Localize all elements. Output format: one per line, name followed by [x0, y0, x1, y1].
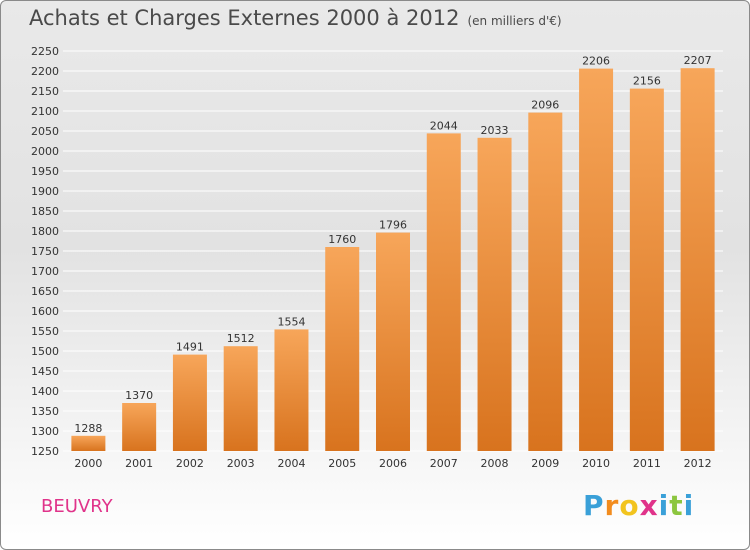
bar-2010: [579, 68, 614, 451]
x-tick-label: 2003: [227, 457, 255, 470]
logo-letter: i: [658, 489, 670, 522]
y-tick-label: 2250: [31, 45, 59, 58]
bar-2000: [71, 435, 106, 451]
bars: [71, 68, 715, 452]
y-axis-ticks: 1250 1300 1350 1400 1450 1500 1550 1600 1650 1700…: [31, 45, 59, 458]
x-tick-label: 2011: [633, 457, 661, 470]
y-tick-label: 2000: [31, 145, 59, 158]
logo-letter: i: [683, 489, 695, 522]
y-tick-label: 1400: [31, 385, 59, 398]
y-tick-label: 1850: [31, 205, 59, 218]
logo-letter: x: [639, 489, 659, 522]
y-tick-label: 1900: [31, 185, 59, 198]
logo-letter: r: [604, 489, 620, 522]
data-label-2009: 2096: [531, 99, 559, 112]
y-tick-label: 1500: [31, 345, 59, 358]
logo-letter: P: [583, 489, 605, 522]
x-axis-ticks: 2000 2001 2002 2003 2004 2005 2006 2007 2008 2009…: [74, 457, 711, 470]
data-label-2002: 1491: [176, 341, 204, 354]
city-name: BEUVRY: [41, 496, 113, 517]
y-tick-label: 1800: [31, 225, 59, 238]
data-label-2006: 1796: [379, 219, 407, 232]
bar-2007: [426, 133, 461, 451]
y-tick-label: 1600: [31, 305, 59, 318]
chart-title-text: Achats et Charges Externes 2000 à 2012: [29, 6, 460, 30]
bar-2005: [325, 247, 360, 451]
data-label-2010: 2206: [582, 55, 610, 68]
y-tick-label: 1700: [31, 265, 59, 278]
x-tick-label: 2008: [481, 457, 509, 470]
data-label-2007: 2044: [430, 119, 458, 132]
data-label-2005: 1760: [328, 233, 356, 246]
y-tick-label: 1350: [31, 405, 59, 418]
chart-title: Achats et Charges Externes 2000 à 2012 (e…: [29, 6, 562, 30]
data-label-2001: 1370: [125, 389, 153, 402]
x-tick-label: 2004: [277, 457, 305, 470]
bar-2006: [376, 232, 410, 451]
data-label-2008: 2033: [481, 124, 509, 137]
logo-letter: t: [669, 489, 684, 522]
data-label-2004: 1554: [277, 315, 305, 328]
y-tick-label: 2100: [31, 105, 59, 118]
bar-2003: [223, 346, 258, 451]
y-tick-label: 2200: [31, 65, 59, 78]
bar-2008: [477, 137, 512, 452]
data-label-2003: 1512: [227, 332, 255, 345]
bar-2001: [122, 403, 157, 451]
y-tick-label: 2150: [31, 85, 59, 98]
y-tick-label: 1650: [31, 285, 59, 298]
data-labels: 1288 1370 1491 1512 1554 1760 1796 2044 2033 2096…: [74, 54, 711, 435]
y-tick-label: 1450: [31, 365, 59, 378]
y-tick-label: 1750: [31, 245, 59, 258]
x-tick-label: 2005: [328, 457, 356, 470]
x-tick-label: 2007: [430, 457, 458, 470]
chart-subtitle: (en milliers d'€): [467, 14, 562, 28]
bar-2012: [680, 68, 715, 451]
y-tick-label: 1550: [31, 325, 59, 338]
bar-2009: [528, 112, 563, 451]
y-tick-label: 1950: [31, 165, 59, 178]
x-tick-label: 2001: [125, 457, 153, 470]
data-label-2012: 2207: [684, 54, 712, 67]
bar-2011: [629, 88, 664, 451]
proxiti-logo[interactable]: Proxiti: [583, 489, 694, 522]
x-tick-label: 2002: [176, 457, 204, 470]
data-label-2011: 2156: [633, 75, 661, 88]
x-tick-label: 2000: [74, 457, 102, 470]
x-tick-label: 2010: [582, 457, 610, 470]
x-tick-label: 2012: [684, 457, 712, 470]
y-tick-label: 1250: [31, 445, 59, 458]
logo-letter: o: [619, 489, 640, 522]
bar-2004: [274, 329, 309, 451]
y-tick-label: 2050: [31, 125, 59, 138]
x-tick-label: 2006: [379, 457, 407, 470]
data-label-2000: 1288: [74, 422, 102, 435]
bar-2002: [172, 354, 207, 451]
y-tick-label: 1300: [31, 425, 59, 438]
x-tick-label: 2009: [531, 457, 559, 470]
